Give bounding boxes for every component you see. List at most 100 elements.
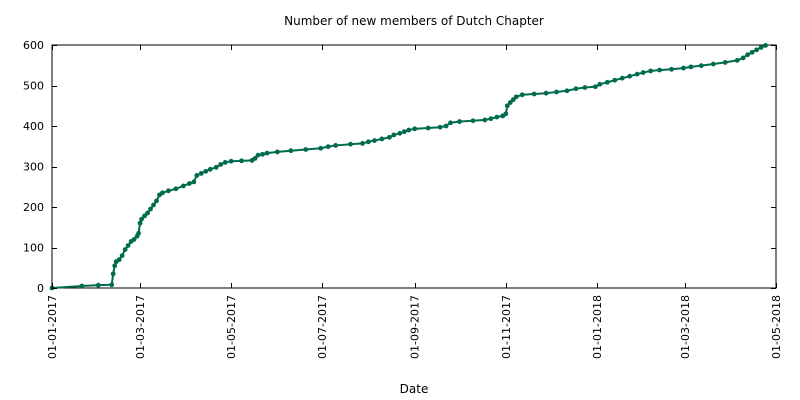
data-point <box>288 148 294 154</box>
data-point <box>681 65 686 71</box>
data-point <box>191 179 197 185</box>
data-point <box>749 49 755 55</box>
chart-title: Number of new members of Dutch Chapter <box>284 14 544 28</box>
data-point <box>688 64 694 70</box>
x-tick-label: 01-09-2017 <box>409 295 422 359</box>
data-point <box>397 130 403 136</box>
data-point <box>139 216 144 222</box>
data-point <box>640 70 646 75</box>
data-point <box>348 141 353 147</box>
x-axis-title: Date <box>400 382 429 396</box>
data-point <box>457 119 462 124</box>
data-point <box>180 183 186 189</box>
data-point <box>260 151 265 157</box>
series-line <box>51 44 766 289</box>
data-point <box>531 91 537 97</box>
data-point <box>194 173 200 178</box>
data-point <box>494 114 500 120</box>
data-point <box>154 198 159 204</box>
data-point <box>110 271 116 277</box>
data-point <box>228 158 234 164</box>
data-point <box>136 230 141 236</box>
data-point <box>252 156 258 161</box>
data-point <box>698 63 704 69</box>
data-point <box>519 92 525 98</box>
data-point <box>112 263 118 269</box>
data-point <box>722 60 728 65</box>
x-tick-label: 01-03-2018 <box>679 295 692 359</box>
data-point <box>379 136 385 142</box>
data-point <box>437 124 443 130</box>
y-axis-ticks: 0 100 200 300 400 500 600 <box>23 39 776 295</box>
data-point <box>734 57 740 63</box>
data-point <box>386 134 392 140</box>
data-point <box>554 89 559 95</box>
data-point <box>763 43 768 48</box>
data-point <box>754 47 759 53</box>
data-point <box>573 86 579 92</box>
data-point <box>116 257 122 263</box>
y-tick-label: 400 <box>23 120 44 133</box>
data-point <box>507 100 513 105</box>
data-point <box>448 120 453 126</box>
data-point <box>564 88 570 94</box>
data-point <box>137 220 143 226</box>
y-tick-label: 100 <box>23 242 44 255</box>
x-tick-label: 01-05-2017 <box>225 295 238 359</box>
data-point <box>627 73 633 79</box>
data-point <box>582 85 588 90</box>
data-point <box>318 145 324 151</box>
data-point <box>122 247 128 252</box>
data-point <box>207 166 213 172</box>
data-point <box>275 149 280 155</box>
y-tick-label: 600 <box>23 39 44 52</box>
data-point <box>173 186 179 192</box>
data-point <box>634 71 640 77</box>
data-point <box>109 282 115 288</box>
y-tick-label: 0 <box>37 282 44 295</box>
data-point <box>213 164 219 170</box>
data-point <box>366 139 371 145</box>
data-point <box>503 111 509 117</box>
data-point <box>543 90 549 96</box>
data-point <box>360 141 365 146</box>
x-axis-ticks: 01-01-2017 01-03-2017 01-05-2017 01-07-2017… <box>46 45 783 359</box>
data-point <box>401 129 407 135</box>
data-point <box>125 243 131 248</box>
data-point <box>142 213 147 219</box>
data-point <box>592 84 598 90</box>
data-point <box>412 126 418 132</box>
data-point <box>406 127 412 133</box>
x-tick-label: 01-01-2017 <box>46 295 59 359</box>
data-point <box>303 147 309 152</box>
data-point <box>648 68 654 74</box>
x-tick-label: 01-07-2017 <box>316 295 329 359</box>
data-point <box>488 116 494 122</box>
data-point <box>740 55 746 61</box>
x-tick-label: 01-11-2017 <box>500 295 513 359</box>
data-point <box>198 170 204 176</box>
data-point <box>758 45 764 50</box>
data-point <box>325 144 331 150</box>
data-point <box>710 61 716 67</box>
y-tick-label: 300 <box>23 161 44 174</box>
data-point <box>391 132 397 138</box>
data-point <box>745 52 751 58</box>
data-point <box>443 123 449 129</box>
data-point <box>131 237 137 242</box>
data-point <box>145 210 150 216</box>
data-point <box>612 77 618 83</box>
data-point <box>597 81 603 87</box>
data-point <box>186 181 192 186</box>
data-point <box>425 125 431 131</box>
data-point <box>510 97 516 103</box>
data-point <box>166 188 171 194</box>
y-tick-label: 200 <box>23 201 44 214</box>
data-point <box>222 160 228 165</box>
data-point <box>482 117 488 123</box>
data-point <box>657 67 662 73</box>
data-point <box>119 253 125 258</box>
plot-frame <box>51 44 777 289</box>
